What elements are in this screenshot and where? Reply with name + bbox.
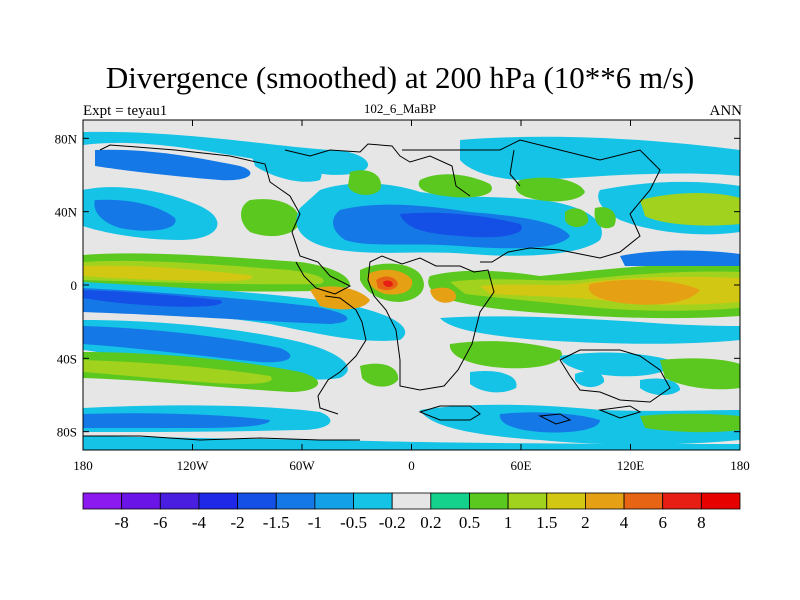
colorbar-label: 8 <box>697 513 706 532</box>
colorbar-swatch <box>430 492 470 510</box>
x-tick-label: 120W <box>177 458 210 473</box>
x-tick-label: 0 <box>408 458 415 473</box>
colorbar-swatch <box>623 492 664 510</box>
colorbar-swatch <box>469 492 509 510</box>
colorbar-swatch <box>700 492 741 510</box>
colorbar-swatch <box>237 492 277 510</box>
colorbar-label: -2 <box>231 513 245 532</box>
colorbar-label: -8 <box>115 513 129 532</box>
x-tick-label: 120E <box>617 458 645 473</box>
colorbar-swatch <box>507 492 548 510</box>
x-axis: 180 120W 60W 0 60E 120E 180 <box>73 120 750 473</box>
y-axis: 80N 40N 0 40S 80S <box>55 131 740 440</box>
colorbar-swatch <box>585 492 625 510</box>
colorbar-label: 0.5 <box>459 513 480 532</box>
colorbar-swatch <box>159 492 200 510</box>
colorbar-swatch <box>314 492 354 510</box>
y-tick-label: 0 <box>71 278 78 293</box>
continent-outlines <box>83 139 671 441</box>
x-tick-label: 180 <box>730 458 750 473</box>
colorbar-label: -0.2 <box>379 513 406 532</box>
x-tick-label: 60E <box>511 458 532 473</box>
experiment-label: Expt = teyau1 <box>83 103 168 119</box>
run-label: 102_6_MaBP <box>363 101 437 116</box>
field-contours <box>83 131 740 450</box>
colorbar-label: 1 <box>504 513 513 532</box>
colorbar-label: 6 <box>658 513 667 532</box>
colorbar-swatch <box>275 492 316 510</box>
colorbar-swatch <box>353 492 393 510</box>
y-tick-label: 80N <box>55 131 78 146</box>
colorbar-label: -1.5 <box>263 513 290 532</box>
colorbar-swatch <box>121 492 161 510</box>
colorbar-swatch <box>198 492 238 510</box>
colorbar-label: 0.2 <box>420 513 441 532</box>
colorbar-label: -1 <box>308 513 322 532</box>
colorbar-swatch <box>546 492 586 510</box>
colorbar-label: -0.5 <box>340 513 367 532</box>
chart-title: Divergence (smoothed) at 200 hPa (10**6 … <box>105 60 695 95</box>
colorbar-label: -6 <box>153 513 167 532</box>
x-tick-label: 60W <box>289 458 315 473</box>
colorbar-swatch <box>82 492 123 510</box>
y-tick-label: 80S <box>57 425 77 440</box>
colorbar-swatch <box>662 492 702 510</box>
period-label: ANN <box>709 103 743 119</box>
x-tick-label: 180 <box>73 458 93 473</box>
y-tick-label: 40S <box>57 351 77 366</box>
colorbar-label: -4 <box>192 513 207 532</box>
colorbar-label: 4 <box>620 513 629 532</box>
y-tick-label: 40N <box>55 205 78 220</box>
colorbar-label: 2 <box>581 513 590 532</box>
colorbar: -8 -6 -4 -2 -1.5 -1 -0.5 -0.2 0.2 0.5 1 1.5 2 4 6 8 <box>82 492 741 532</box>
colorbar-swatch <box>391 492 432 510</box>
colorbar-label: 1.5 <box>536 513 557 532</box>
